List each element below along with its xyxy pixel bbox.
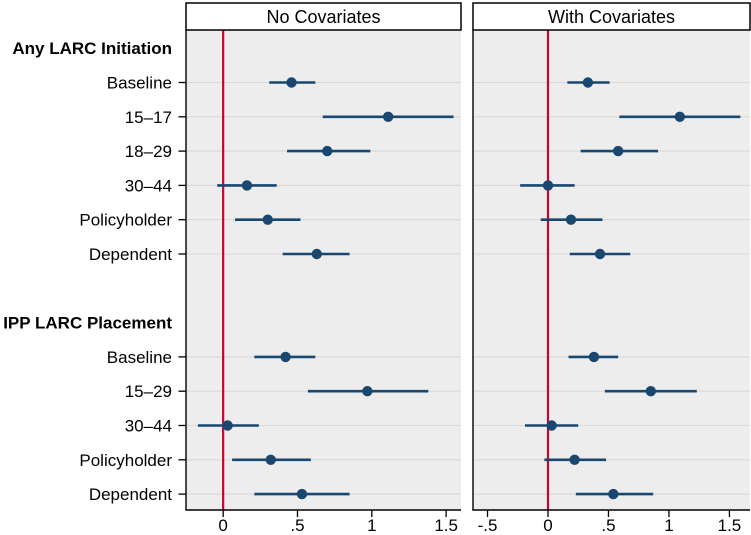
estimate-dot [280, 351, 291, 363]
x-tick-label: 1.5 [434, 516, 458, 535]
estimate-dot [546, 420, 557, 431]
right-panel-header-box [472, 2, 751, 31]
plot-area [473, 30, 750, 510]
row-label: Policyholder [79, 211, 172, 230]
estimate-dot [265, 454, 276, 465]
row-label: Dependent [89, 245, 172, 264]
estimate-dot [608, 488, 619, 500]
x-tick-label: 1 [367, 516, 376, 535]
estimate-dot [222, 420, 233, 431]
estimate-dot [262, 214, 273, 225]
x-tick-label: .5 [601, 516, 615, 535]
row-label: Baseline [107, 348, 172, 367]
x-tick-label: 0 [543, 516, 552, 535]
estimate-dot [569, 454, 580, 465]
estimate-dot [362, 386, 373, 397]
right-panel-title: With Covariates [548, 7, 675, 27]
plot-content: Any LARC Initiation Baseline 15–17 18–29 30–… [3, 30, 750, 535]
panel-headers: No Covariates With Covariates [185, 2, 751, 31]
row-label: Dependent [89, 485, 172, 504]
estimate-dot [582, 77, 594, 88]
group-header-label: IPP LARC Placement [3, 314, 172, 333]
row-label: Policyholder [79, 451, 172, 470]
x-tick-label: -.5 [478, 516, 498, 535]
left-panel-header-box [185, 2, 462, 31]
estimate-dot [674, 111, 686, 123]
row-label: 18–29 [125, 142, 172, 161]
left-panel-title: No Covariates [266, 7, 380, 27]
row-label: 15–29 [125, 382, 172, 401]
estimate-dot [311, 248, 323, 260]
row-label: 30–44 [125, 417, 172, 436]
estimate-dot [594, 248, 606, 260]
estimate-dot [542, 180, 554, 191]
estimate-dot [612, 145, 624, 157]
row-label: Baseline [107, 74, 172, 93]
group-header-label: Any LARC Initiation [12, 39, 172, 58]
estimate-dot [241, 180, 253, 191]
x-tick-label: 1 [664, 516, 673, 535]
estimate-dot [588, 351, 600, 363]
x-tick-label: .5 [290, 516, 304, 535]
estimate-dot [565, 214, 577, 225]
x-tick-label: 1.5 [718, 516, 742, 535]
estimate-dot [286, 77, 297, 88]
estimate-dot [322, 145, 333, 157]
x-tick-label: 0 [218, 516, 227, 535]
row-label: 30–44 [125, 176, 172, 195]
estimate-dot [382, 111, 394, 123]
row-label: 15–17 [125, 108, 172, 127]
estimate-dot [296, 488, 308, 500]
plot-area [186, 30, 461, 510]
estimate-dot [645, 386, 657, 397]
